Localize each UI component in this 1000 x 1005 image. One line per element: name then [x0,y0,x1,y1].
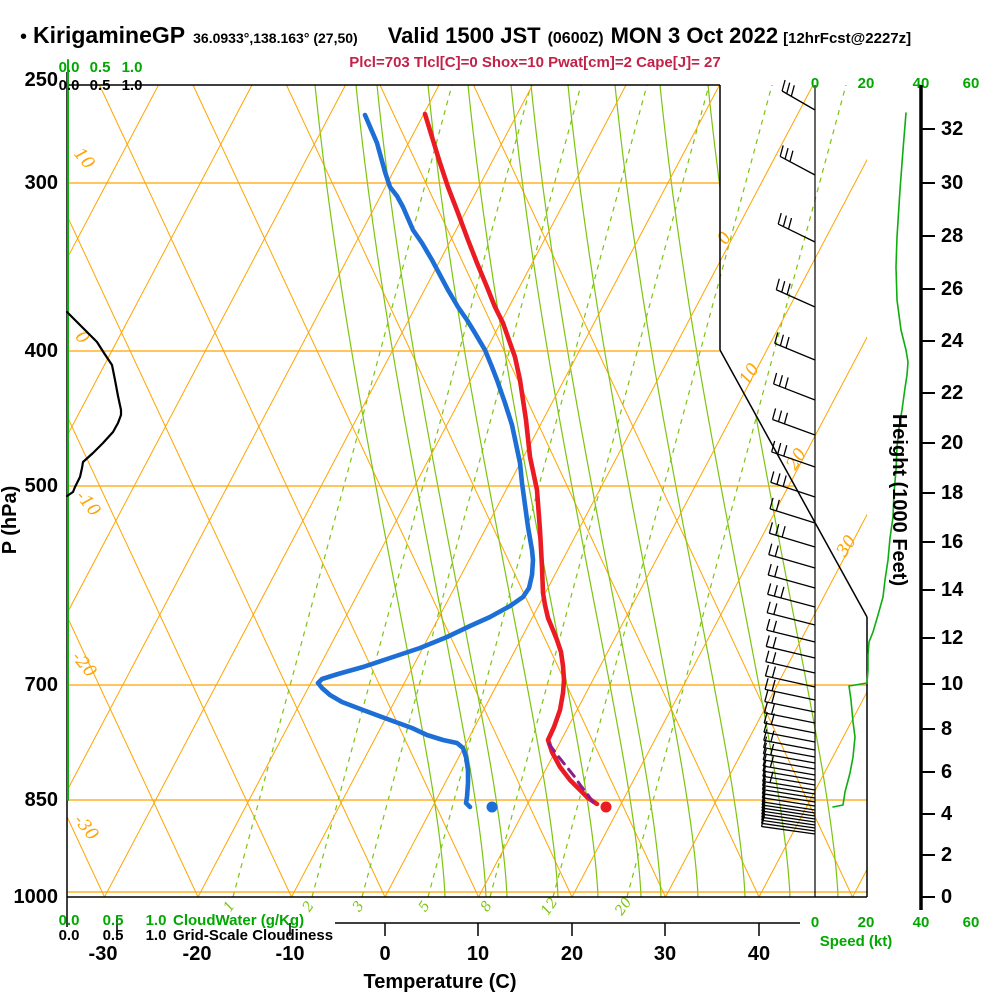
svg-text:0: 0 [811,914,819,931]
svg-text:20: 20 [858,914,875,931]
svg-text:Temperature (C): Temperature (C) [364,971,517,993]
svg-text:30: 30 [833,532,862,561]
svg-text:Height (1000 Feet): Height (1000 Feet) [888,414,910,586]
pressure-axis: 250 300 400 500 700 850 1000 P (hPa) [0,69,58,908]
svg-text:20: 20 [611,895,635,920]
svg-text:0: 0 [941,886,952,908]
svg-text:10: 10 [69,144,98,174]
svg-text:10: 10 [467,943,489,965]
svg-text:0.0: 0.0 [59,77,80,94]
svg-text:12: 12 [941,627,963,649]
svg-text:850: 850 [25,789,58,811]
svg-text:26: 26 [941,278,963,300]
svg-text:60: 60 [963,914,980,931]
svg-text:0.5: 0.5 [90,77,111,94]
svg-text:40: 40 [748,943,770,965]
svg-text:500: 500 [25,475,58,497]
svg-text:-30: -30 [89,943,118,965]
svg-text:-30: -30 [69,811,102,845]
svg-text:16: 16 [941,531,963,553]
surface-dewpoint-dot [487,802,498,813]
svg-text:14: 14 [941,579,964,601]
svg-text:12: 12 [538,895,561,919]
svg-text:4: 4 [941,803,953,825]
svg-text:0.0: 0.0 [59,927,80,944]
svg-text:Grid-Scale Cloudiness: Grid-Scale Cloudiness [173,927,333,944]
svg-text:24: 24 [941,330,964,352]
svg-text:1.0: 1.0 [122,59,143,76]
svg-text:1.0: 1.0 [122,77,143,94]
svg-text:20: 20 [561,943,583,965]
svg-text:10: 10 [941,673,963,695]
mixing-ratio-lines [233,85,846,897]
moist-adiabat-lines [315,85,838,897]
svg-text:20: 20 [941,432,963,454]
svg-text:0: 0 [379,943,390,965]
dry-adiabat-lines [0,85,853,897]
svg-text:700: 700 [25,674,58,696]
svg-text:40: 40 [913,914,930,931]
svg-text:0.5: 0.5 [103,927,124,944]
svg-text:22: 22 [941,382,963,404]
svg-text:0: 0 [811,75,819,92]
svg-text:400: 400 [25,340,58,362]
svg-text:0: 0 [713,228,736,248]
temperature-axis: -30 -20 -10 0 10 20 30 40 Temperature (C) [89,943,771,993]
svg-text:30: 30 [654,943,676,965]
svg-text:0.0: 0.0 [59,59,80,76]
svg-text:-20: -20 [183,943,212,965]
svg-text:18: 18 [941,482,963,504]
svg-text:2: 2 [941,844,952,866]
svg-text:6: 6 [941,761,952,783]
svg-text:60: 60 [963,75,980,92]
svg-text:0: 0 [71,327,93,348]
svg-text:1.0: 1.0 [146,927,167,944]
svg-text:P (hPa): P (hPa) [0,486,21,555]
svg-text:0.5: 0.5 [90,59,111,76]
svg-text:Speed (kt): Speed (kt) [820,933,893,950]
svg-text:30: 30 [941,172,963,194]
svg-text:1000: 1000 [14,886,59,908]
svg-text:300: 300 [25,172,58,194]
svg-text:20: 20 [858,75,875,92]
svg-text:8: 8 [941,718,952,740]
svg-text:-10: -10 [276,943,305,965]
svg-text:250: 250 [25,69,58,91]
temperature-trace [425,114,597,804]
svg-text:32: 32 [941,118,963,140]
svg-text:28: 28 [941,225,963,247]
svg-text:-10: -10 [71,487,104,521]
svg-text:8: 8 [478,898,496,915]
svg-text:5: 5 [416,898,434,915]
svg-text:3: 3 [350,898,368,915]
surface-temperature-dot [601,802,612,813]
